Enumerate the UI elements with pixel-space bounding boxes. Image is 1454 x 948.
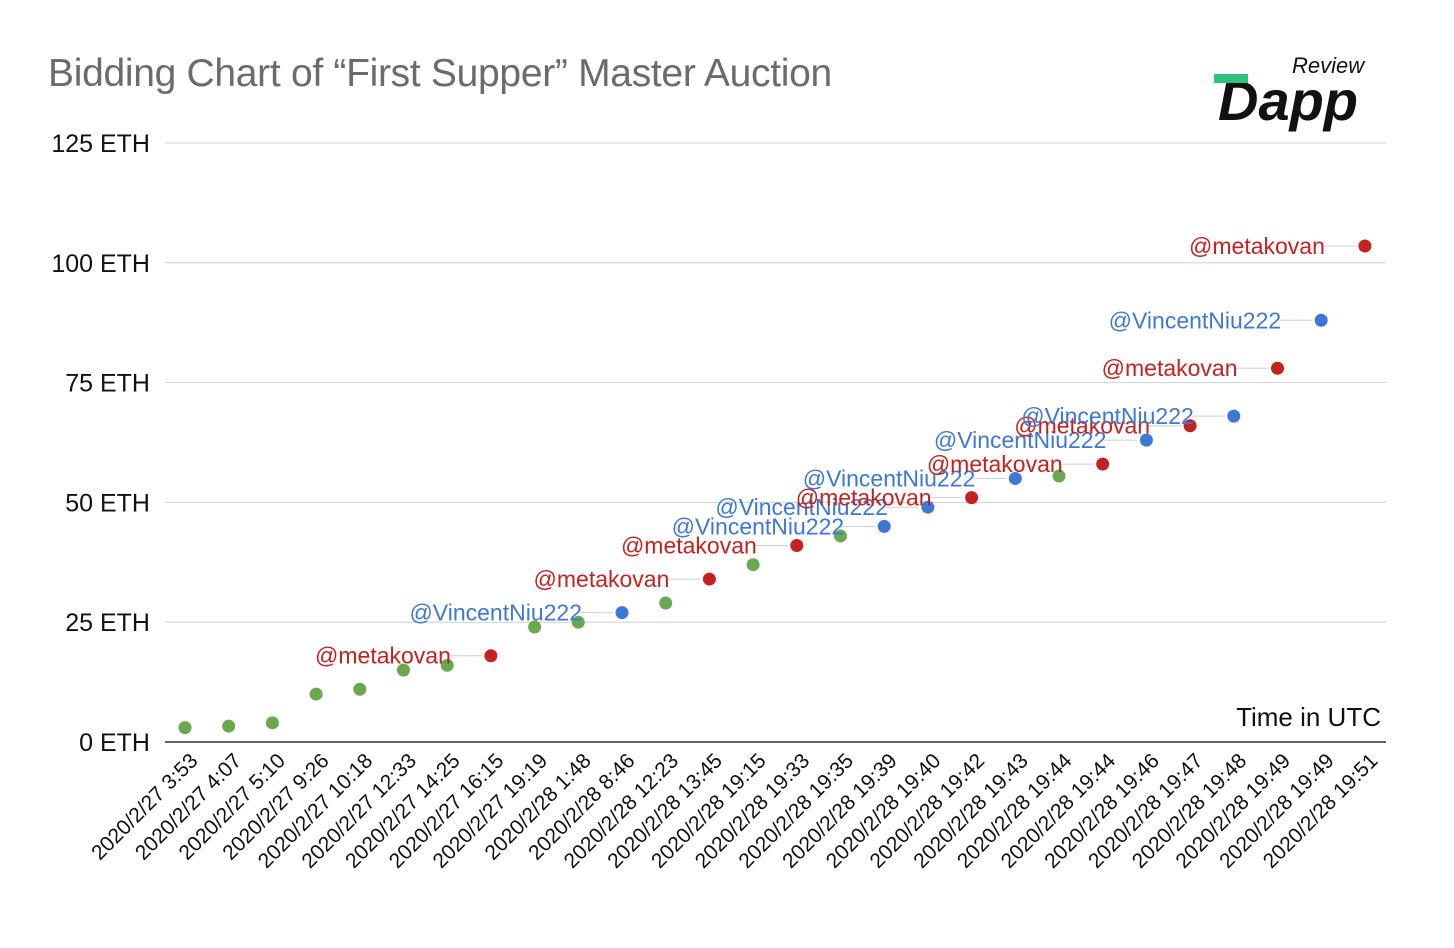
- data-point: [528, 620, 542, 634]
- data-point: [1358, 239, 1372, 253]
- data-points: [178, 239, 1372, 735]
- data-point: [571, 615, 585, 629]
- y-tick-labels: 0 ETH 25 ETH 50 ETH 75 ETH 100 ETH 125 ETH: [51, 130, 150, 757]
- y-tick-label: 75 ETH: [65, 370, 150, 398]
- grid-layer: [165, 142, 1386, 743]
- dapp-review-logo: Review Dapp: [1214, 53, 1366, 132]
- data-point: [877, 519, 891, 533]
- data-point: [265, 716, 279, 730]
- logo-green-bar: [1214, 74, 1248, 83]
- data-point: [397, 663, 410, 677]
- y-tick-label: 0 ETH: [79, 729, 150, 757]
- data-point: [921, 500, 935, 514]
- bidder-label: @metakovan: [1102, 355, 1238, 381]
- data-point: [1008, 471, 1022, 485]
- data-point: [1096, 457, 1110, 471]
- data-point: [790, 539, 804, 553]
- y-tick-label: 50 ETH: [65, 489, 150, 517]
- bidder-label: @metakovan: [796, 485, 932, 511]
- logo-sub-text: Review: [1292, 53, 1366, 78]
- y-tick-label: 100 ETH: [51, 250, 150, 278]
- y-tick-label: 125 ETH: [51, 130, 150, 158]
- y-tick-label: 25 ETH: [65, 609, 150, 637]
- bidder-label: @VincentNiu222: [1109, 307, 1282, 333]
- bidder-label: @VincentNiu222: [803, 465, 976, 491]
- data-point: [965, 491, 979, 505]
- data-point: [178, 721, 192, 735]
- chart-title: Bidding Chart of “First Supper” Master A…: [48, 52, 832, 95]
- bidder-label: @VincentNiu222: [715, 494, 888, 520]
- data-point: [1271, 361, 1284, 375]
- bidder-label: @metakovan: [1014, 413, 1150, 439]
- data-point: [1314, 313, 1328, 327]
- data-point: [222, 719, 236, 733]
- bidder-label: @metakovan: [315, 643, 451, 669]
- data-point: [1139, 433, 1153, 447]
- data-point: [702, 572, 716, 586]
- data-point: [353, 682, 367, 696]
- bidder-label: @metakovan: [927, 451, 1063, 477]
- data-point: [659, 596, 673, 610]
- x-axis-label: Time in UTC: [1236, 702, 1381, 732]
- data-point: [440, 658, 454, 672]
- bidder-label: @metakovan: [534, 566, 670, 592]
- data-point: [746, 558, 760, 572]
- data-point: [615, 606, 629, 620]
- bidder-labels: @metakovan@VincentNiu222@metakovan@metak…: [315, 233, 1356, 669]
- bidder-label: @VincentNiu222: [934, 427, 1107, 453]
- bidder-label: @metakovan: [621, 533, 757, 559]
- data-point: [1052, 469, 1066, 483]
- bidder-label: @VincentNiu222: [1021, 403, 1194, 429]
- data-point: [484, 649, 498, 663]
- data-point: [309, 687, 323, 701]
- bidder-label: @VincentNiu222: [672, 513, 845, 539]
- bidder-label: @metakovan: [1189, 233, 1325, 259]
- data-point: [1183, 419, 1197, 433]
- bidder-label: @VincentNiu222: [409, 600, 582, 626]
- data-point: [1227, 409, 1241, 423]
- data-point: [834, 529, 847, 543]
